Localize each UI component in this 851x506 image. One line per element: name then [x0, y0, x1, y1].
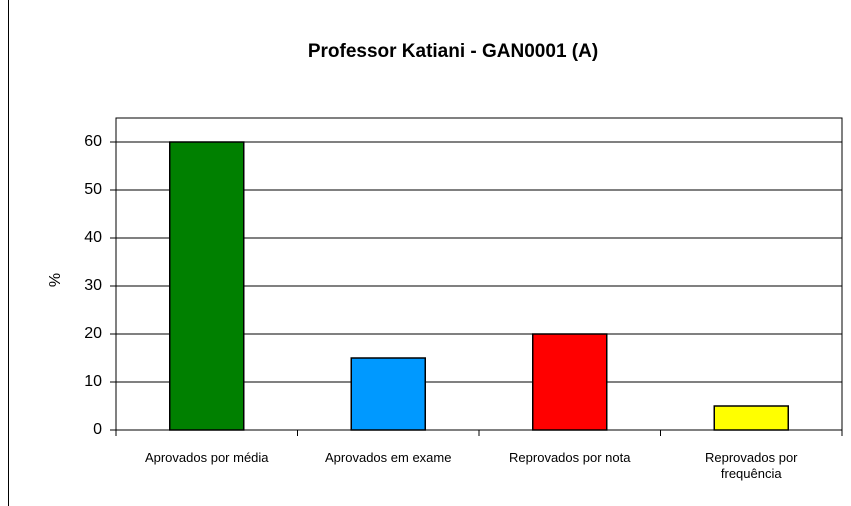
y-tick-label: 30 — [84, 277, 102, 294]
x-tick-label: Reprovados por frequência — [705, 450, 798, 481]
chart-title: Professor Katiani - GAN0001 (A) — [308, 41, 598, 62]
bar — [532, 333, 608, 431]
y-tick-label: 20 — [84, 325, 102, 342]
y-tick-label: 40 — [84, 229, 102, 246]
y-tick-label: 60 — [84, 133, 102, 150]
y-tick-label: 50 — [84, 181, 102, 198]
y-tick-label: 0 — [93, 421, 102, 438]
y-tick-label: 10 — [84, 373, 102, 390]
bar — [350, 357, 426, 431]
bar — [713, 405, 789, 431]
chart-border — [8, 0, 9, 506]
x-tick-label: Reprovados por nota — [509, 450, 631, 465]
bar — [169, 141, 245, 431]
x-tick-label: Aprovados em exame — [325, 450, 452, 465]
x-tick-label: Aprovados por média — [144, 450, 269, 465]
y-axis-label: % — [47, 273, 64, 287]
